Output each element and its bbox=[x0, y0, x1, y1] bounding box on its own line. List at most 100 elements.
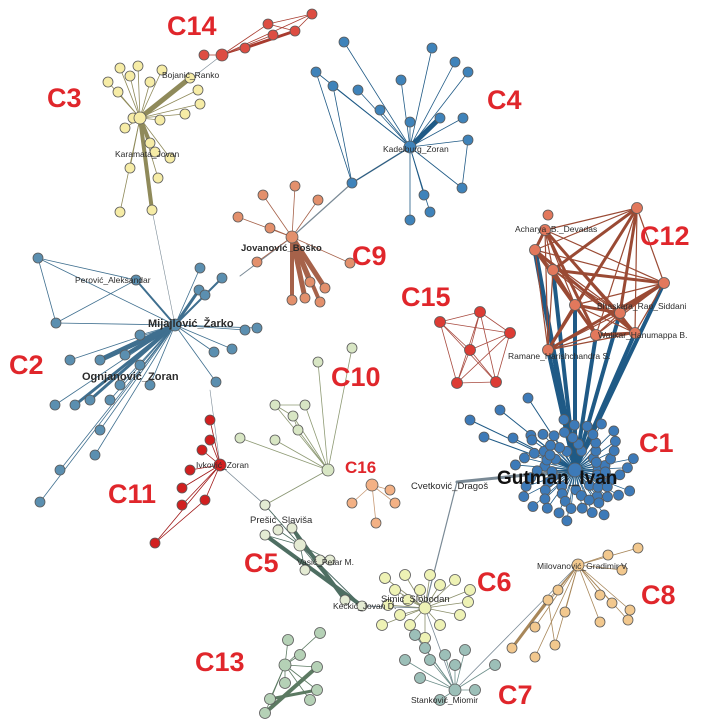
edge-c15 bbox=[479, 311, 511, 334]
node-c9 bbox=[319, 282, 331, 294]
edge-c4 bbox=[409, 61, 456, 148]
author-label-bhaskara: Bhaskara_Rao_Siddani bbox=[597, 301, 686, 311]
node-c1 bbox=[567, 432, 579, 444]
edge-c5 bbox=[264, 504, 301, 546]
node-c2 bbox=[144, 379, 156, 391]
edge-c12 bbox=[546, 281, 666, 352]
node-c2 bbox=[104, 394, 116, 406]
node-c7 bbox=[419, 642, 431, 654]
edge-c15 bbox=[469, 311, 481, 351]
node-c1 bbox=[545, 439, 556, 451]
node-c15 bbox=[474, 306, 486, 318]
node-c13 bbox=[314, 627, 326, 639]
node-c1 bbox=[599, 466, 611, 478]
edge-c4 bbox=[461, 139, 469, 189]
node-c13 bbox=[311, 684, 323, 696]
edge-c10 bbox=[327, 347, 353, 471]
node-c1 bbox=[593, 497, 605, 509]
inter-cluster-edge bbox=[209, 389, 221, 466]
edge-c4 bbox=[343, 41, 411, 148]
node-c4 bbox=[457, 112, 469, 124]
node-c2 bbox=[49, 399, 61, 411]
hub-node-c5 bbox=[293, 538, 307, 552]
node-c1 bbox=[586, 507, 598, 518]
edge-c2 bbox=[173, 288, 201, 327]
edge-c3 bbox=[139, 117, 171, 159]
node-c1 bbox=[568, 419, 580, 431]
edge-c14 bbox=[267, 13, 313, 25]
node-c1 bbox=[565, 503, 577, 514]
edge-c4 bbox=[379, 109, 411, 148]
edge-c8 bbox=[534, 564, 579, 628]
edge-c12 bbox=[618, 206, 639, 315]
node-c14 bbox=[267, 29, 279, 41]
cluster-label-c11: C11 bbox=[108, 479, 156, 509]
author-label-stankovic: Stanković_Miomir bbox=[411, 695, 478, 705]
node-c1 bbox=[554, 442, 565, 453]
edge-c4 bbox=[409, 117, 464, 148]
node-c9 bbox=[304, 276, 316, 288]
node-c13 bbox=[304, 694, 316, 706]
edge-c9 bbox=[291, 199, 319, 238]
edge-c2 bbox=[54, 324, 176, 406]
node-layer bbox=[32, 8, 670, 719]
edge-c8 bbox=[577, 564, 631, 611]
hub-node-c10 bbox=[321, 463, 335, 477]
node-c1 bbox=[464, 414, 476, 426]
node-c16 bbox=[370, 517, 382, 529]
author-label-ramane: Ramane_Harishchandra S. bbox=[508, 351, 611, 361]
edge-c10 bbox=[264, 469, 329, 506]
node-c6 bbox=[464, 584, 476, 596]
node-c5 bbox=[299, 564, 311, 576]
node-c1 bbox=[614, 469, 626, 481]
edge-c12 bbox=[636, 207, 665, 284]
edge-c2 bbox=[97, 322, 178, 363]
cluster-label-c9: C9 bbox=[352, 241, 387, 271]
author-label-ivkovic: Ivković_Zoran bbox=[196, 460, 249, 470]
edge-c2 bbox=[174, 324, 233, 350]
edge-c4 bbox=[351, 146, 411, 184]
node-c2 bbox=[210, 376, 222, 388]
node-c13 bbox=[264, 693, 276, 705]
hub-node-c3 bbox=[133, 111, 147, 125]
node-c14 bbox=[239, 42, 251, 54]
edge-c2 bbox=[59, 324, 176, 471]
cluster-label-c8: C8 bbox=[641, 580, 676, 610]
author-label-gutman: Gutman_Ivan bbox=[497, 468, 617, 489]
node-c1 bbox=[539, 493, 551, 505]
node-c16 bbox=[389, 497, 401, 509]
node-c2 bbox=[251, 322, 263, 334]
node-c6 bbox=[434, 619, 446, 631]
cluster-label-c7: C7 bbox=[498, 680, 533, 710]
node-c11 bbox=[176, 482, 188, 494]
node-c1 bbox=[608, 445, 620, 457]
node-c1 bbox=[622, 462, 633, 474]
node-c4 bbox=[338, 36, 350, 48]
edge-c8 bbox=[577, 564, 601, 623]
node-c8 bbox=[606, 597, 618, 609]
edge-c12 bbox=[534, 249, 549, 351]
edge-c15 bbox=[439, 321, 458, 384]
hub-node-c11 bbox=[213, 458, 227, 472]
edge-c3 bbox=[137, 75, 193, 121]
node-c1 bbox=[602, 491, 613, 503]
author-label-presic: Prešić_Slaviša bbox=[250, 515, 313, 526]
edge-c5 bbox=[263, 533, 364, 608]
node-c1 bbox=[507, 432, 519, 444]
node-c11 bbox=[184, 464, 196, 476]
cluster-label-c4: C4 bbox=[487, 85, 522, 115]
node-c15 bbox=[490, 376, 502, 388]
node-c15 bbox=[464, 344, 476, 356]
edge-c12 bbox=[544, 229, 549, 351]
cluster-label-c6: C6 bbox=[477, 567, 512, 597]
edge-c12 bbox=[544, 229, 665, 284]
author-label-cvetkovic: Cvetković_Dragoš bbox=[411, 481, 488, 492]
node-c1 bbox=[553, 507, 565, 519]
node-c1 bbox=[559, 495, 571, 507]
node-c6 bbox=[419, 632, 431, 644]
edge-c7 bbox=[454, 649, 466, 691]
edge-c2 bbox=[174, 267, 201, 326]
node-c2 bbox=[199, 289, 211, 301]
node-c10 bbox=[234, 432, 246, 444]
